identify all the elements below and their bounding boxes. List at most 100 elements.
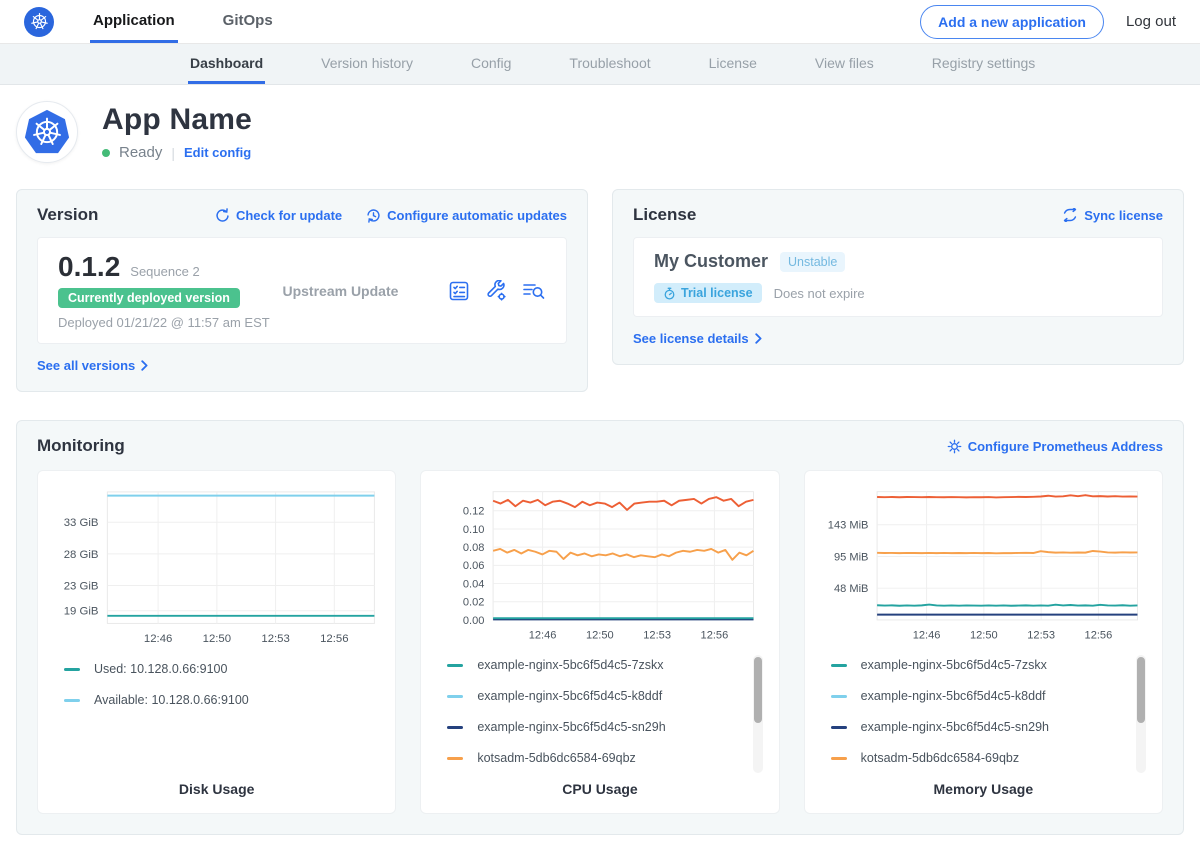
memory-usage-card: 48 MiB95 MiB143 MiB12:4612:5012:5312:56 … [804,470,1163,814]
gear-icon [947,439,962,454]
cpu-usage-chart: 0.000.020.040.060.080.100.1212:4612:5012… [435,483,764,645]
legend-item: kotsadm-5db6dc6584-69qbz [435,742,742,773]
svg-text:0.06: 0.06 [463,560,485,572]
see-license-details-link[interactable]: See license details [633,331,762,346]
legend-item: example-nginx-5bc6f5d4c5-k8ddf [819,680,1126,711]
configure-automatic-updates-link[interactable]: Configure automatic updates [366,208,567,223]
legend-scrollbar[interactable] [753,655,763,773]
svg-text:12:56: 12:56 [701,629,729,641]
sync-license-link[interactable]: Sync license [1062,208,1163,223]
legend-swatch [831,695,847,698]
monitoring-section: Monitoring Configure Prometheus Address … [16,420,1184,835]
version-card: Version Check for update Configure autom… [16,189,588,392]
legend-label: example-nginx-5bc6f5d4c5-sn29h [477,720,665,734]
svg-text:12:46: 12:46 [529,629,557,641]
legend-swatch [64,699,80,702]
legend-label: example-nginx-5bc6f5d4c5-sn29h [861,720,1049,734]
monitoring-title: Monitoring [37,436,125,456]
license-summary-row: My Customer Unstable Trial license Does … [633,237,1163,317]
app-header: App Name Ready | Edit config [0,85,1200,181]
auto-update-clock-icon [366,208,381,223]
chart-title: CPU Usage [435,773,764,805]
topnav-right: Add a new application Log out [920,0,1176,43]
currently-deployed-badge: Currently deployed version [58,288,240,308]
svg-text:12:50: 12:50 [586,629,614,641]
license-card-title: License [633,205,696,225]
deployed-timestamp: Deployed 01/21/22 @ 11:57 am EST [58,315,282,330]
charts-row: 19 GiB 23 GiB 28 GiB 33 GiB 12:46 12:50 12:53 1… [37,470,1163,814]
tab-application[interactable]: Application [90,0,178,43]
tab-dashboard[interactable]: Dashboard [188,44,265,84]
tab-troubleshoot[interactable]: Troubleshoot [567,44,652,84]
svg-text:33 GiB: 33 GiB [64,517,99,529]
check-for-update-link[interactable]: Check for update [215,208,342,223]
add-new-application-button[interactable]: Add a new application [920,5,1104,39]
kubernetes-logo-icon[interactable] [24,7,54,37]
disk-usage-card: 19 GiB23 GiB28 GiB33 GiB12:4612:5012:531… [37,470,396,814]
svg-text:48 MiB: 48 MiB [834,583,868,595]
summary-cards-row: Version Check for update Configure autom… [0,189,1200,392]
svg-text:28 GiB: 28 GiB [64,549,99,561]
svg-text:12:56: 12:56 [1084,629,1112,641]
version-number: 0.1.2 [58,251,120,283]
tab-gitops[interactable]: GitOps [220,0,276,43]
trial-license-badge: Trial license [654,283,762,303]
svg-text:0.12: 0.12 [463,506,485,518]
chevron-right-icon [141,360,148,371]
chart-title: Disk Usage [52,773,381,805]
topnav-tabs: Application GitOps [90,0,318,43]
legend-label: example-nginx-5bc6f5d4c5-7zskx [861,658,1047,672]
svg-text:143 MiB: 143 MiB [827,520,868,532]
version-source-label: Upstream Update [282,283,448,299]
tab-version-history[interactable]: Version history [319,44,415,84]
disk-usage-chart: 19 GiB23 GiB28 GiB33 GiB12:4612:5012:531… [52,483,381,649]
configure-prometheus-link[interactable]: Configure Prometheus Address [947,439,1163,454]
legend-scrollbar-thumb[interactable] [1137,657,1145,723]
legend-swatch [64,668,80,671]
cpu-usage-card: 0.000.020.040.060.080.100.1212:4612:5012… [420,470,779,814]
tab-registry-settings[interactable]: Registry settings [930,44,1037,84]
legend-item: example-nginx-5bc6f5d4c5-7zskx [435,649,742,680]
svg-text:12:53: 12:53 [1027,629,1055,641]
status-badge: Ready [119,144,162,161]
legend-label: example-nginx-5bc6f5d4c5-k8ddf [861,689,1046,703]
app-avatar [16,101,78,163]
legend-label: kotsadm-5db6dc6584-69qbz [477,751,635,765]
current-version-row: 0.1.2 Sequence 2 Currently deployed vers… [37,237,567,344]
channel-badge: Unstable [780,252,845,272]
disk-usage-legend: Used: 10.128.0.66:9100Available: 10.128.… [52,653,381,773]
svg-text:12:53: 12:53 [644,629,672,641]
see-all-versions-link[interactable]: See all versions [37,358,148,373]
svg-text:0.10: 0.10 [463,524,485,536]
legend-swatch [831,726,847,729]
legend-label: Available: 10.128.0.66:9100 [94,693,249,707]
view-logs-search-icon[interactable] [522,281,546,301]
ready-status-dot [102,149,110,157]
legend-scrollbar-thumb[interactable] [754,657,762,723]
cpu-usage-legend: example-nginx-5bc6f5d4c5-7zskx example-ng… [435,649,764,773]
tab-config[interactable]: Config [469,44,513,84]
svg-text:0.00: 0.00 [463,615,485,627]
config-wrench-icon[interactable] [485,280,507,302]
svg-text:19 GiB: 19 GiB [64,606,99,618]
svg-text:12:53: 12:53 [261,633,289,645]
legend-item: kotsadm-5db6dc6584-69qbz [819,742,1126,773]
license-expiration: Does not expire [774,286,865,301]
legend-swatch [447,757,463,760]
logout-button[interactable]: Log out [1126,13,1176,30]
svg-text:12:46: 12:46 [912,629,940,641]
top-navbar: Application GitOps Add a new application… [0,0,1200,44]
preflight-checklist-icon[interactable] [448,280,470,302]
edit-config-link[interactable]: Edit config [184,145,251,160]
legend-item: example-nginx-5bc6f5d4c5-sn29h [819,711,1126,742]
legend-item: example-nginx-5bc6f5d4c5-sn29h [435,711,742,742]
memory-usage-chart: 48 MiB95 MiB143 MiB12:4612:5012:5312:56 [819,483,1148,645]
svg-text:23 GiB: 23 GiB [64,580,99,592]
legend-label: example-nginx-5bc6f5d4c5-7zskx [477,658,663,672]
tab-view-files[interactable]: View files [813,44,876,84]
legend-swatch [447,664,463,667]
tab-license[interactable]: License [707,44,759,84]
legend-swatch [831,757,847,760]
legend-scrollbar[interactable] [1136,655,1146,773]
svg-text:0.08: 0.08 [463,542,485,554]
